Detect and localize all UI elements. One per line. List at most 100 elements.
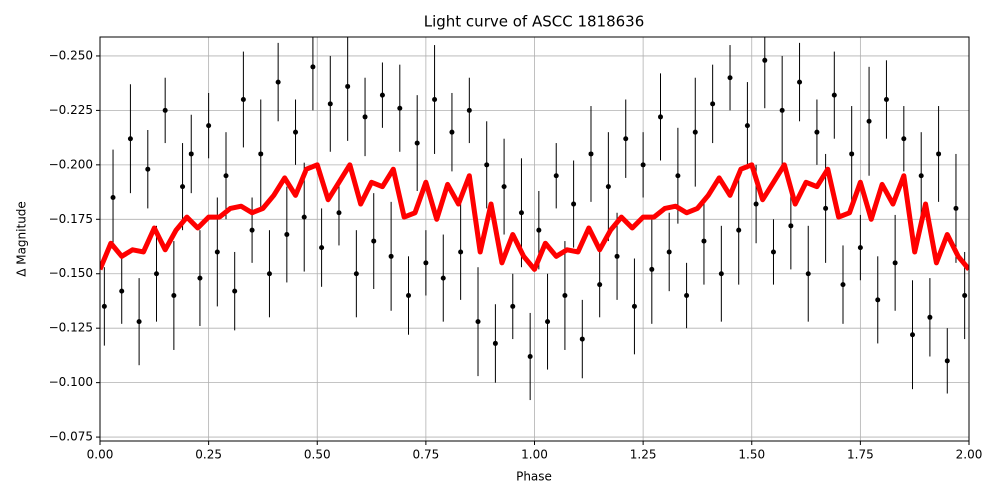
data-point — [258, 151, 264, 157]
data-point — [631, 303, 637, 309]
data-point — [927, 314, 933, 320]
y-tick-label: −0.150 — [49, 266, 93, 280]
data-point — [319, 245, 325, 251]
data-point — [345, 83, 351, 89]
data-point — [910, 332, 916, 338]
data-point — [614, 253, 620, 259]
data-point — [640, 162, 646, 168]
data-point — [666, 249, 672, 255]
x-tick-label: 1.25 — [630, 448, 657, 462]
data-point — [110, 195, 116, 201]
data-point — [440, 275, 446, 281]
data-point — [718, 271, 724, 277]
x-tick-label: 0.50 — [304, 448, 331, 462]
data-point — [701, 238, 707, 244]
x-tick-label: 1.75 — [847, 448, 874, 462]
data-point — [797, 79, 803, 85]
data-point — [605, 184, 611, 190]
data-point — [571, 201, 577, 207]
data-point — [214, 249, 220, 255]
data-point — [405, 293, 411, 299]
data-point — [432, 97, 438, 103]
data-point — [866, 118, 872, 124]
data-point — [823, 205, 829, 211]
data-point — [692, 129, 698, 135]
data-point — [327, 101, 333, 107]
data-point — [510, 303, 516, 309]
data-point — [883, 97, 889, 103]
data-point — [588, 151, 594, 157]
data-point — [727, 75, 733, 81]
data-point — [649, 266, 655, 272]
data-point — [710, 101, 716, 107]
data-point — [944, 358, 950, 364]
data-point — [119, 288, 125, 294]
data-point — [353, 271, 359, 277]
data-point — [536, 227, 542, 233]
data-point — [397, 105, 403, 111]
data-point — [162, 107, 168, 113]
data-point — [770, 249, 776, 255]
y-tick-label: −0.200 — [49, 157, 93, 171]
data-point — [449, 129, 455, 135]
data-point — [466, 107, 472, 113]
data-point — [857, 245, 863, 251]
data-point — [658, 114, 664, 120]
data-point — [814, 129, 820, 135]
x-tick-label: 1.50 — [738, 448, 765, 462]
data-point — [249, 227, 255, 233]
model-line — [100, 162, 969, 272]
data-point — [379, 92, 385, 98]
data-point — [127, 136, 133, 142]
data-point — [762, 57, 768, 63]
data-point — [180, 184, 186, 190]
data-point — [458, 249, 464, 255]
data-point — [805, 271, 811, 277]
x-tick-label: 1.00 — [521, 448, 548, 462]
x-axis-label: Phase — [516, 470, 552, 484]
y-tick-label: −0.175 — [49, 212, 93, 226]
data-point — [518, 210, 524, 216]
data-point — [675, 173, 681, 179]
data-point — [831, 92, 837, 98]
data-point — [197, 275, 203, 281]
data-point — [484, 162, 490, 168]
data-point — [301, 214, 307, 220]
x-tick-label: 0.00 — [87, 448, 114, 462]
data-point — [171, 293, 177, 299]
data-point — [336, 210, 342, 216]
x-tick-label: 0.75 — [413, 448, 440, 462]
chart-title: Light curve of ASCC 1818636 — [424, 13, 645, 31]
y-axis-label: Δ Magnitude — [15, 201, 29, 277]
data-point — [892, 260, 898, 266]
plot-area — [100, 37, 969, 441]
data-point — [275, 79, 281, 85]
data-point — [362, 114, 368, 120]
y-tick-label: −0.100 — [49, 375, 93, 389]
data-point — [371, 238, 377, 244]
data-point — [553, 173, 559, 179]
data-point — [293, 129, 299, 135]
x-tick-label: 2.00 — [956, 448, 983, 462]
data-point — [423, 260, 429, 266]
data-point — [232, 288, 238, 294]
data-point — [492, 340, 498, 346]
data-point — [188, 151, 194, 157]
data-point — [223, 173, 229, 179]
data-point — [310, 64, 316, 70]
data-point — [284, 232, 290, 238]
data-point — [266, 271, 272, 277]
data-point — [936, 151, 942, 157]
data-point — [579, 336, 585, 342]
data-point — [101, 303, 107, 309]
data-point — [388, 253, 394, 259]
data-point — [744, 123, 750, 129]
data-point — [206, 123, 212, 129]
x-tick-label: 0.25 — [195, 448, 222, 462]
data-point — [684, 293, 690, 299]
data-point — [527, 353, 533, 359]
y-tick-label: −0.225 — [49, 103, 93, 117]
data-point — [153, 271, 159, 277]
data-point — [414, 140, 420, 146]
data-point — [779, 107, 785, 113]
